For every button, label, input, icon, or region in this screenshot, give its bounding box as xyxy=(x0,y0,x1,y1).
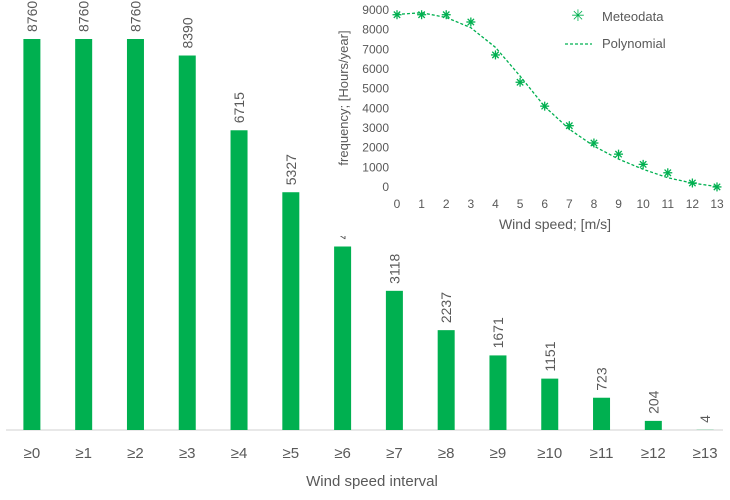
inset-y-tick-label: 1000 xyxy=(362,160,389,174)
inset-y-tick-label: 0 xyxy=(382,180,389,194)
bar xyxy=(438,330,455,430)
meteodata-point xyxy=(639,160,648,169)
meteodata-point xyxy=(466,17,475,26)
bar-x-tick-label: ≥0 xyxy=(24,445,41,462)
bar xyxy=(282,192,299,430)
bar xyxy=(645,421,662,430)
meteodata-point xyxy=(589,139,598,148)
meteodata-point xyxy=(688,178,697,187)
inset-y-tick-label: 2000 xyxy=(362,141,389,155)
meteodata-point xyxy=(540,102,549,111)
bar xyxy=(75,39,92,430)
inset-x-tick-label: 2 xyxy=(443,197,450,211)
bar-data-label: 3118 xyxy=(386,254,402,284)
inset-y-tick-label: 6000 xyxy=(362,62,389,76)
inset-y-tick-label: 5000 xyxy=(362,82,389,96)
bar-x-tick-label: ≥7 xyxy=(386,445,403,462)
inset-x-tick-label: 13 xyxy=(710,197,724,211)
bar-data-label: 723 xyxy=(594,367,610,391)
bar-x-tick-label: ≥11 xyxy=(590,445,614,462)
bar xyxy=(386,291,403,430)
bar xyxy=(334,247,351,430)
meteodata-point xyxy=(663,168,672,177)
bar-data-label: 8760 xyxy=(127,1,143,32)
bar-x-tick-label: ≥13 xyxy=(693,445,718,462)
bar-x-tick-label: ≥6 xyxy=(334,445,351,462)
inset-x-tick-label: 0 xyxy=(394,197,401,211)
bar-data-label: 1671 xyxy=(490,317,506,348)
bar-x-tick-label: ≥5 xyxy=(283,445,300,462)
bar-x-axis-title: Wind speed interval xyxy=(306,473,438,490)
meteodata-point xyxy=(565,121,574,130)
bar-data-label: 4 xyxy=(697,415,713,423)
inset-x-tick-label: 7 xyxy=(566,197,573,211)
meteodata-point xyxy=(491,50,500,59)
inset-x-tick-label: 6 xyxy=(541,197,548,211)
inset-y-tick-label: 9000 xyxy=(362,3,389,17)
meteodata-point xyxy=(516,78,525,87)
bar-data-label: 5327 xyxy=(283,154,299,185)
bar xyxy=(593,398,610,430)
bar-x-tick-label: ≥12 xyxy=(641,445,666,462)
bar xyxy=(541,379,558,430)
bar xyxy=(179,56,196,430)
inset-y-tick-label: 7000 xyxy=(362,42,389,56)
bar-data-label: 8760 xyxy=(76,1,92,32)
bar xyxy=(127,39,144,430)
meteodata-point xyxy=(713,182,722,191)
bar-x-tick-label: ≥3 xyxy=(179,445,196,462)
inset-y-tick-label: 8000 xyxy=(362,23,389,37)
bar-data-label: 6715 xyxy=(231,92,247,123)
bar-data-label: 1151 xyxy=(542,341,558,371)
bar-data-label: 2237 xyxy=(438,292,454,323)
inset-x-tick-label: 1 xyxy=(418,197,425,211)
meteodata-point xyxy=(442,10,451,19)
bar-x-tick-label: ≥10 xyxy=(537,445,562,462)
legend-star-icon: ✳ xyxy=(571,8,584,25)
bar-data-label: 204 xyxy=(645,390,661,414)
meteodata-point xyxy=(393,10,402,19)
inset-x-tick-label: 9 xyxy=(615,197,622,211)
meteodata-point xyxy=(614,150,623,159)
inset-x-tick-label: 8 xyxy=(591,197,598,211)
bar-data-label: 8760 xyxy=(24,1,40,32)
inset-x-tick-label: 5 xyxy=(517,197,524,211)
bar-x-tick-label: ≥4 xyxy=(231,445,248,462)
bar xyxy=(23,39,40,430)
inset-x-tick-label: 10 xyxy=(636,197,650,211)
inset-y-tick-label: 4000 xyxy=(362,101,389,115)
meteodata-point xyxy=(417,10,426,19)
bar-x-tick-label: ≥1 xyxy=(75,445,92,462)
inset-y-axis-title: frequency; [Hours/year] xyxy=(336,30,351,165)
inset-x-tick-label: 4 xyxy=(492,197,499,211)
bar-data-label: 8390 xyxy=(179,17,195,48)
inset-x-tick-label: 3 xyxy=(468,197,475,211)
bar-x-tick-label: ≥8 xyxy=(438,445,455,462)
inset-x-axis-title: Wind speed; [m/s] xyxy=(499,216,611,232)
bar-x-tick-label: ≥2 xyxy=(127,445,144,462)
bar-x-tick-label: ≥9 xyxy=(490,445,507,462)
legend-label-meteodata: Meteodata xyxy=(602,9,664,24)
legend-label-polynomial: Polynomial xyxy=(602,36,666,51)
inset-x-tick-label: 12 xyxy=(686,197,700,211)
bar xyxy=(231,130,248,430)
bar xyxy=(489,355,506,430)
inset-y-tick-label: 3000 xyxy=(362,121,389,135)
inset-x-tick-label: 11 xyxy=(662,197,675,211)
